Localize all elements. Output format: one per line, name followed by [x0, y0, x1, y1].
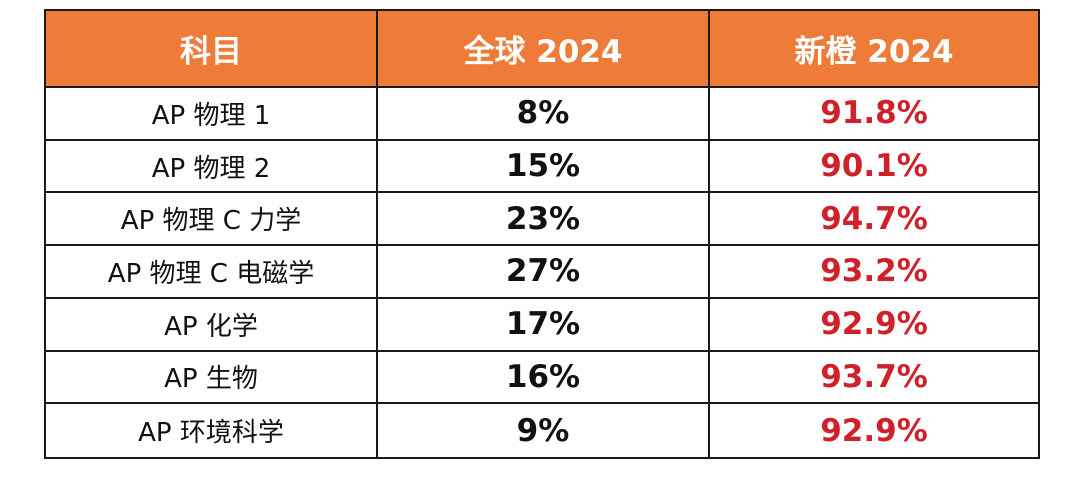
table-row-subject: AP 物理 C 电磁学 — [46, 246, 378, 299]
table-row-global-value: 23% — [378, 193, 710, 247]
table-row-xincheng-value: 91.8% — [710, 88, 1038, 141]
table-row-subject: AP 物理 1 — [46, 88, 378, 141]
header-xincheng-2024: 新橙 2024 — [710, 11, 1038, 88]
table-row-xincheng-value: 94.7% — [710, 193, 1038, 247]
score-comparison-table: 科目 全球 2024 新橙 2024 AP 物理 1 8% 91.8% AP 物… — [44, 9, 1040, 459]
table-row-global-value: 8% — [378, 88, 710, 141]
table-row-subject: AP 生物 — [46, 351, 378, 405]
header-global-2024: 全球 2024 — [378, 11, 710, 88]
table-row-xincheng-value: 93.2% — [710, 246, 1038, 299]
table-row-subject: AP 环境科学 — [46, 404, 378, 457]
table-row-global-value: 16% — [378, 351, 710, 405]
table-row-global-value: 17% — [378, 298, 710, 352]
table-row-subject: AP 物理 C 力学 — [46, 193, 378, 247]
table-row-global-value: 9% — [378, 404, 710, 457]
table-row-xincheng-value: 90.1% — [710, 141, 1038, 194]
header-subject: 科目 — [46, 11, 378, 88]
table-row-global-value: 27% — [378, 246, 710, 299]
table-row-xincheng-value: 93.7% — [710, 352, 1038, 405]
table-row-xincheng-value: 92.9% — [820, 412, 928, 449]
table-row-subject: AP 化学 — [46, 298, 378, 352]
table-row-subject: AP 物理 2 — [46, 140, 378, 194]
table-row-global-value: 15% — [378, 140, 710, 194]
table-row-xincheng-value: 92.9% — [710, 299, 1038, 352]
